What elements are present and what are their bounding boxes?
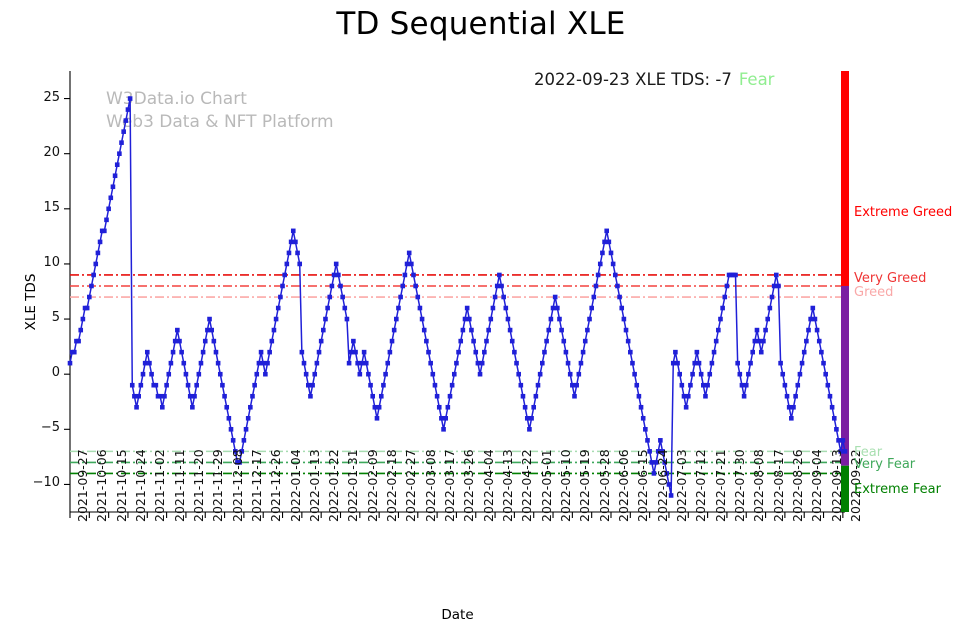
annotation-main-text: 2022-09-23 XLE TDS: -7 — [534, 70, 732, 89]
x-tick-label: 2021-11-02 — [152, 449, 168, 522]
x-tick-label: 2022-06-06 — [615, 449, 631, 522]
y-tick-label: 10 — [43, 254, 60, 270]
x-tick-label: 2022-01-13 — [306, 449, 322, 522]
x-tick-label: 2022-03-26 — [461, 449, 477, 522]
x-tick-label: 2022-04-04 — [480, 449, 496, 522]
x-tick-label: 2022-09-04 — [809, 449, 825, 522]
x-tick-label: 2022-02-09 — [364, 449, 380, 522]
page-title: TD Sequential XLE — [336, 6, 626, 42]
x-tick-marks — [69, 512, 844, 518]
x-tick-label: 2022-05-01 — [538, 449, 554, 522]
x-tick-label: 2022-05-10 — [558, 449, 574, 522]
x-tick-label: 2022-07-21 — [712, 449, 728, 522]
x-tick-label: 2022-06-15 — [635, 449, 651, 522]
x-tick-label: 2021-11-11 — [171, 449, 187, 522]
y-tick-label: 20 — [43, 144, 60, 160]
annotation-state-text: Fear — [738, 70, 775, 89]
x-tick-label: 2021-12-17 — [248, 449, 264, 522]
y-tick-label: 25 — [43, 89, 60, 105]
band-label: Very Greed — [854, 271, 927, 287]
axis-spines — [69, 71, 845, 513]
x-tick-label: 2022-06-24 — [654, 449, 670, 522]
y-tick-label: 5 — [51, 310, 60, 326]
x-tick-label: 2022-03-17 — [442, 449, 458, 522]
x-tick-label: 2021-12-26 — [268, 449, 284, 522]
tds-series — [67, 96, 848, 498]
x-tick-label: 2021-10-24 — [132, 449, 148, 522]
x-tick-label: 2022-05-28 — [596, 449, 612, 522]
x-tick-label: 2021-09-27 — [75, 449, 90, 522]
x-tick-label: 2022-04-22 — [519, 449, 535, 522]
x-tick-label: 2022-07-12 — [693, 449, 709, 522]
threshold-lines — [70, 274, 845, 475]
band-label: Extreme Greed — [854, 205, 953, 221]
x-tick-label: 2022-02-27 — [403, 449, 419, 522]
x-tick-label: 2021-12-08 — [229, 449, 245, 522]
current-value-annotation: 2022-09-23 XLE TDS: -7 Fear — [534, 70, 774, 89]
band-label: Greed — [854, 284, 894, 300]
x-tick-label: 2022-02-18 — [384, 449, 400, 522]
x-tick-label: 2022-03-08 — [422, 449, 438, 522]
x-tick-label: 2022-01-31 — [345, 449, 361, 522]
x-tick-label: 2022-05-19 — [577, 449, 593, 522]
x-tick-label: 2022-08-08 — [751, 449, 767, 522]
sentiment-status-bar — [841, 71, 849, 512]
x-tick-label: 2021-11-29 — [210, 449, 226, 522]
y-tick-label: 0 — [51, 365, 60, 381]
x-tick-label: 2022-07-03 — [673, 449, 689, 522]
band-label: Very Fear — [854, 456, 916, 472]
x-tick-label: 2022-07-30 — [731, 449, 747, 522]
x-tick-label: 2022-09-13 — [828, 449, 844, 522]
x-tick-label: 2021-10-15 — [113, 449, 129, 522]
x-tick-label: 2022-04-13 — [500, 449, 516, 522]
x-tick-label: 2021-10-06 — [94, 449, 110, 522]
band-label: Fear — [854, 444, 883, 460]
band-label: Extreme Fear — [854, 482, 941, 498]
x-tick-label: 2021-11-20 — [190, 449, 206, 522]
y-tick-label: −10 — [32, 475, 60, 491]
y-tick-label: 15 — [43, 199, 60, 215]
y-tick-marks — [64, 98, 70, 485]
x-tick-label: 2022-01-04 — [287, 449, 303, 522]
x-tick-label: 2022-08-17 — [770, 449, 786, 522]
x-tick-label: 2022-01-22 — [326, 449, 342, 522]
x-axis-label: Date — [441, 607, 474, 623]
y-tick-label: −5 — [40, 420, 60, 436]
x-tick-label: 2022-08-26 — [789, 449, 805, 522]
